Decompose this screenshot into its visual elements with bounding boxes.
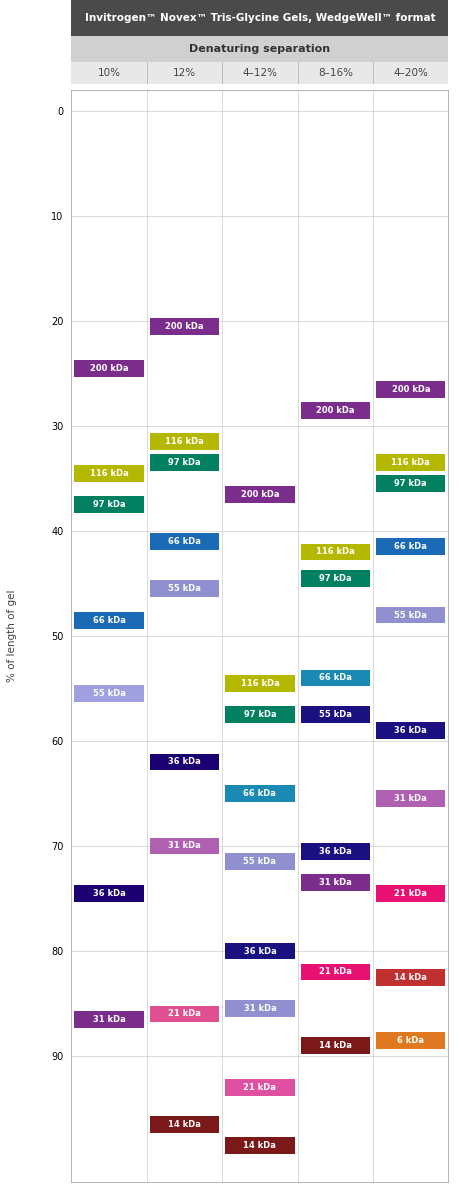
Text: 12%: 12% — [173, 68, 196, 78]
Text: 36 kDa: 36 kDa — [393, 726, 426, 734]
Text: 97 kDa: 97 kDa — [93, 500, 125, 509]
Text: 66 kDa: 66 kDa — [168, 538, 201, 546]
Text: 14 kDa: 14 kDa — [318, 1040, 351, 1050]
Bar — [150, 433, 218, 450]
Bar — [225, 1136, 294, 1153]
Text: 97 kDa: 97 kDa — [168, 458, 200, 467]
Bar — [225, 785, 294, 802]
Text: 55 kDa: 55 kDa — [393, 611, 426, 619]
Text: 10%: 10% — [97, 68, 120, 78]
Bar — [150, 1006, 218, 1022]
Bar — [300, 875, 369, 892]
Text: 8–16%: 8–16% — [317, 68, 352, 78]
Bar — [375, 475, 444, 492]
Bar — [225, 486, 294, 503]
Text: 200 kDa: 200 kDa — [391, 385, 429, 394]
Bar — [150, 754, 218, 770]
Bar — [74, 497, 143, 514]
Bar — [375, 791, 444, 808]
Text: 55 kDa: 55 kDa — [318, 710, 351, 719]
Bar — [375, 380, 444, 397]
Text: 36 kDa: 36 kDa — [92, 889, 125, 898]
Text: 66 kDa: 66 kDa — [393, 542, 426, 551]
Bar — [74, 1010, 143, 1027]
Text: 55 kDa: 55 kDa — [92, 689, 125, 698]
Bar — [74, 685, 143, 702]
Bar — [225, 853, 294, 870]
Text: 116 kDa: 116 kDa — [90, 469, 128, 478]
Text: 55 kDa: 55 kDa — [243, 857, 276, 866]
Bar — [375, 1032, 444, 1049]
Bar — [300, 842, 369, 859]
Bar — [150, 838, 218, 854]
Text: 31 kDa: 31 kDa — [168, 841, 201, 851]
Bar — [225, 674, 294, 691]
Bar — [375, 607, 444, 624]
Bar — [300, 570, 369, 587]
Text: 116 kDa: 116 kDa — [240, 679, 279, 688]
Bar — [300, 1037, 369, 1054]
Text: 36 kDa: 36 kDa — [318, 847, 351, 856]
Bar — [300, 707, 369, 724]
Text: 31 kDa: 31 kDa — [92, 1015, 125, 1024]
Text: 14 kDa: 14 kDa — [393, 973, 426, 982]
Text: 97 kDa: 97 kDa — [243, 710, 275, 719]
Bar — [74, 612, 143, 629]
Bar — [375, 539, 444, 556]
Text: 200 kDa: 200 kDa — [240, 490, 279, 499]
Text: 200 kDa: 200 kDa — [165, 322, 203, 331]
Text: 66 kDa: 66 kDa — [318, 673, 351, 683]
Bar — [375, 968, 444, 985]
Text: 21 kDa: 21 kDa — [243, 1082, 276, 1092]
Bar — [300, 402, 369, 419]
Bar — [150, 581, 218, 598]
Text: 21 kDa: 21 kDa — [318, 967, 351, 977]
Y-axis label: % of length of gel: % of length of gel — [6, 589, 17, 683]
Text: 6 kDa: 6 kDa — [397, 1036, 423, 1045]
Text: 116 kDa: 116 kDa — [391, 458, 429, 467]
Text: 14 kDa: 14 kDa — [168, 1120, 201, 1129]
Text: 97 kDa: 97 kDa — [319, 574, 351, 583]
Bar — [74, 884, 143, 901]
Text: 36 kDa: 36 kDa — [168, 757, 201, 767]
Text: Invitrogen™ Novex™ Tris-Glycine Gels, WedgeWell™ format: Invitrogen™ Novex™ Tris-Glycine Gels, We… — [84, 13, 434, 23]
Bar — [375, 455, 444, 472]
Bar — [150, 318, 218, 335]
Bar — [150, 1116, 218, 1133]
Text: 66 kDa: 66 kDa — [243, 790, 276, 798]
Bar — [225, 943, 294, 960]
Bar — [74, 360, 143, 377]
Text: 200 kDa: 200 kDa — [315, 406, 354, 415]
Text: 55 kDa: 55 kDa — [168, 584, 201, 593]
Text: 31 kDa: 31 kDa — [243, 1004, 276, 1013]
Text: 4–20%: 4–20% — [392, 68, 427, 78]
Text: Denaturing separation: Denaturing separation — [189, 44, 330, 54]
Bar — [225, 707, 294, 724]
Text: 116 kDa: 116 kDa — [165, 437, 203, 446]
Bar — [225, 1001, 294, 1018]
Text: 4–12%: 4–12% — [242, 68, 277, 78]
Bar — [300, 964, 369, 980]
Text: 97 kDa: 97 kDa — [394, 479, 426, 488]
Bar — [150, 533, 218, 550]
Text: 200 kDa: 200 kDa — [90, 364, 128, 373]
Bar — [375, 884, 444, 901]
Text: 116 kDa: 116 kDa — [315, 547, 354, 557]
Text: 36 kDa: 36 kDa — [243, 947, 276, 955]
Text: 31 kDa: 31 kDa — [318, 878, 351, 887]
Bar — [300, 670, 369, 686]
Bar — [150, 455, 218, 472]
Bar — [375, 722, 444, 739]
Text: 21 kDa: 21 kDa — [393, 889, 426, 898]
Text: 21 kDa: 21 kDa — [168, 1009, 201, 1019]
Text: 66 kDa: 66 kDa — [92, 616, 125, 625]
Text: 14 kDa: 14 kDa — [243, 1141, 276, 1150]
Text: 31 kDa: 31 kDa — [393, 794, 426, 803]
Bar — [300, 544, 369, 560]
Bar — [225, 1079, 294, 1096]
Bar — [74, 464, 143, 481]
